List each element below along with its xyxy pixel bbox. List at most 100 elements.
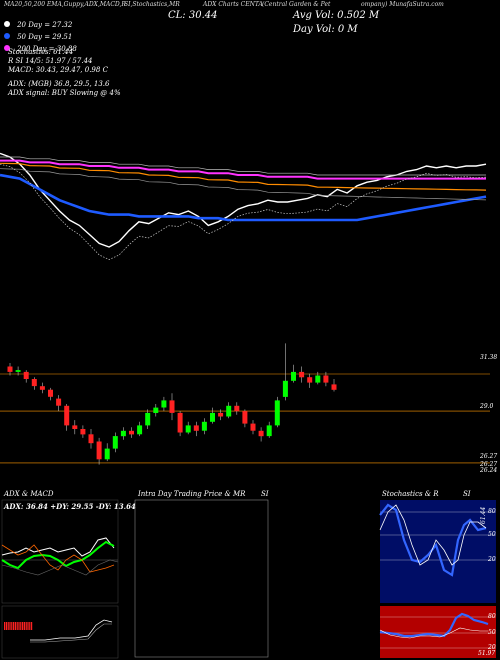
candle-body (323, 375, 329, 383)
rsi-tick-80: 80 (488, 613, 496, 620)
title-left: MA20,50,200 EMA,Guppy,ADX,MACD,R (4, 1, 126, 8)
candle-body (274, 400, 280, 426)
title-mid2: ADX Charts CENTA (203, 1, 263, 8)
candle-body (72, 425, 78, 429)
macd-hist-bar (31, 622, 33, 630)
candle-body (193, 425, 199, 431)
macd-value: MACD: 30.43, 29.47, 0.98 C (8, 66, 108, 74)
candle-body (145, 412, 151, 426)
candle-body (88, 434, 94, 444)
candlesticks (7, 343, 337, 465)
macd-hist-bar (4, 622, 6, 630)
macd-hist-bar (13, 622, 15, 630)
intraday-panel (134, 499, 269, 658)
candle-body (104, 448, 110, 460)
macd-hist-bar (18, 622, 20, 630)
macd-hist-bar (9, 622, 11, 630)
candle-body (153, 407, 159, 413)
candle-body (64, 405, 70, 426)
guppy-gray-line-1 (0, 168, 487, 201)
candle-body (96, 441, 102, 460)
adx-value: ADX: (MGB) 36.8, 29.5, 13.6 (8, 80, 110, 88)
macd-signal-line (30, 623, 112, 643)
intraday-panel-title: Intra Day Trading Price & MR (138, 490, 246, 498)
candle-body (234, 405, 240, 412)
rsi-current-value: 51.97 (478, 650, 496, 657)
macd-hist-bar (27, 622, 29, 630)
candle-body (185, 425, 191, 433)
price-label-high: 31.38 (480, 354, 498, 361)
candle-body (258, 430, 264, 437)
ma-series-20-day (0, 152, 487, 248)
macd-histogram (4, 622, 33, 630)
main-chart: 27 Sep30 Sep01 Oct02 Oct03 Oct04 Oct07 O… (0, 152, 490, 465)
guppy-gray-line-2 (0, 156, 486, 176)
candle-body (129, 430, 134, 435)
ma50-dot (4, 33, 10, 39)
macd-hist-bar (14, 622, 16, 630)
candle-body (15, 370, 21, 372)
ema-orange-line (0, 162, 487, 191)
candle-body (282, 380, 288, 397)
macd-line (30, 619, 113, 641)
price-label-low2: 26.27 (480, 461, 498, 468)
title-right2: ompany) MunafaSutra.com (361, 1, 444, 8)
candle-body (315, 375, 321, 383)
stoch-k-line (379, 503, 487, 577)
candle-body (7, 366, 13, 372)
avg-volume: Avg Vol: 0.502 M (293, 10, 380, 21)
price-label-low3: 26.24 (480, 467, 498, 474)
stoch-si-label: SI (463, 490, 471, 498)
rsi-white-line (379, 627, 488, 639)
day-volume: Day Vol: 0 M (293, 24, 358, 35)
rsi-line (379, 612, 489, 638)
candle-body (161, 400, 167, 408)
candle-body (291, 371, 296, 381)
candle-body (137, 425, 143, 435)
ma50-legend: 50 Day = 29.51 (4, 24, 72, 43)
stoch-tick-50: 50 (488, 531, 496, 538)
rsi-value: R SI 14/5: 51.97 / 57.44 (8, 57, 93, 65)
adx-panel-title: ADX & MACD (4, 490, 54, 498)
stochastics-value: Stochastics: 61.44 (8, 48, 74, 56)
candle-body (120, 430, 126, 437)
ma200-legend: 200 Day = 30.88 (4, 36, 77, 55)
candle-body (210, 412, 215, 422)
candle-body (266, 425, 272, 437)
candle-body (169, 400, 175, 413)
macd-hist-bar (23, 622, 25, 630)
ma200-dot (4, 45, 10, 51)
macd-panel (1, 605, 119, 659)
title-right: (Central Garden & Pet (262, 1, 331, 8)
macd-hist-bar (7, 622, 9, 630)
ma-dotted-line (0, 163, 487, 260)
macd-hist-bar (5, 622, 7, 630)
candle-body (331, 384, 337, 390)
stoch-d-line (379, 504, 487, 566)
stoch-tick-20: 20 (488, 556, 496, 563)
price-label-low: 26.27 (480, 453, 498, 460)
macd-hist-bar (25, 622, 27, 630)
plus-dy-line (1, 540, 115, 570)
candle-body (23, 371, 29, 379)
adx-line (1, 537, 115, 557)
minus-dy-line (1, 544, 115, 573)
candle-body (56, 398, 62, 406)
stoch-current-value: 61.44 (480, 506, 487, 524)
candle-body (39, 386, 45, 390)
ma20-dot (4, 21, 10, 27)
moving-average-lines (0, 152, 487, 260)
adx-panel-values: ADX: 36.84 +DY: 29.55 -DY: 13.64 (4, 502, 136, 511)
macd-hist-bar (22, 622, 24, 630)
candle-body (226, 405, 232, 417)
ma50-label: 50 Day = 29.51 (17, 33, 73, 41)
candle-body (112, 436, 118, 449)
rsi-tick-50: 50 (488, 629, 496, 636)
ma-series-50-day (0, 173, 487, 222)
stoch-tick-80: 80 (488, 508, 496, 515)
macd-hist-bar (16, 622, 18, 630)
ma20-legend: 20 Day = 27.32 (4, 12, 72, 31)
adx-signal: ADX signal: BUY Slowing @ 4% (8, 89, 121, 97)
price-label-mid: 29.0 (480, 403, 494, 410)
